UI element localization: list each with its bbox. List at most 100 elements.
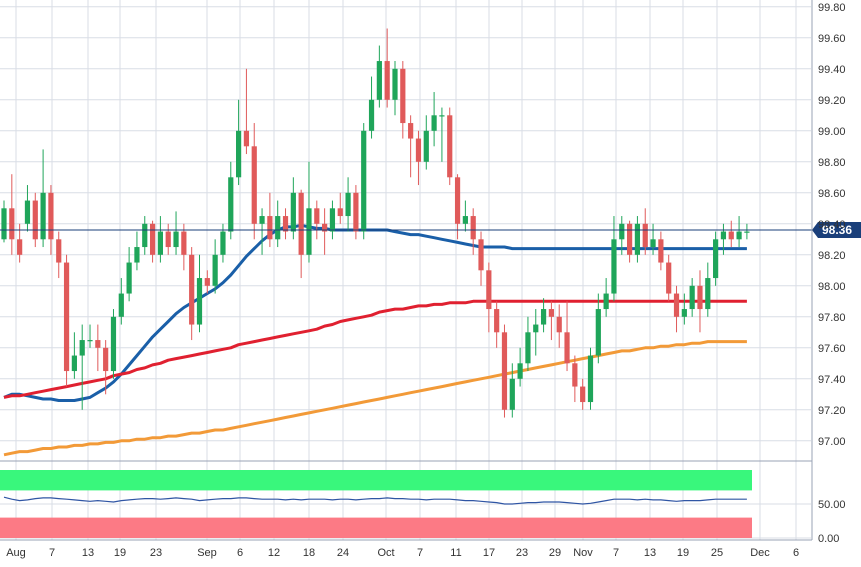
- candle: [24, 185, 31, 232]
- candle-body: [314, 208, 320, 224]
- candle-body: [666, 262, 672, 294]
- candle-body: [572, 363, 578, 387]
- x-tick-label: 13: [644, 547, 656, 559]
- candle: [642, 208, 648, 255]
- candle-body: [681, 309, 687, 317]
- candle-body: [236, 130, 242, 178]
- x-tick-label: 7: [417, 547, 423, 559]
- candle-body: [157, 231, 163, 255]
- candle: [587, 347, 594, 410]
- candle: [384, 28, 390, 108]
- candle-body: [40, 192, 46, 240]
- candle: [345, 177, 351, 232]
- candle: [251, 123, 257, 240]
- candle: [470, 208, 476, 255]
- x-tick-label: 19: [114, 547, 126, 559]
- ma-slow-line: [3, 340, 747, 457]
- candle: [212, 239, 218, 294]
- candle-body: [243, 130, 250, 147]
- candle: [361, 123, 367, 240]
- candle: [494, 301, 500, 348]
- candle: [306, 161, 312, 263]
- oscillator-line: [3, 496, 747, 505]
- candle-body: [306, 208, 312, 255]
- candle: [462, 200, 468, 232]
- y-tick-label: 97.40: [818, 374, 846, 386]
- candle-body: [580, 386, 586, 403]
- candle-body: [95, 340, 101, 348]
- candle: [134, 231, 140, 271]
- candle: [415, 130, 422, 186]
- x-tick-label: Sep: [197, 547, 217, 559]
- candle-body: [251, 146, 257, 224]
- oversold-zone: [0, 517, 752, 538]
- candle-body: [540, 309, 547, 325]
- candle-body: [439, 115, 445, 117]
- candle-body: [149, 223, 156, 255]
- axis-layer: 99.80 99.60 99.40 99.20 99.00 98.80 98.60 98.40…: [0, 0, 846, 559]
- candle-body: [103, 347, 109, 372]
- candle: [744, 223, 750, 240]
- y-tick-label: 99.20: [818, 95, 846, 107]
- candle: [48, 185, 54, 255]
- y-tick-label: 99.40: [818, 64, 846, 76]
- candle-body: [376, 61, 382, 100]
- candle: [32, 192, 38, 248]
- candle-body: [181, 231, 187, 255]
- candle: [556, 304, 562, 348]
- last-price-tag: [812, 222, 861, 238]
- candle-body: [556, 316, 562, 333]
- candle-body: [603, 293, 609, 310]
- candle-body: [212, 254, 218, 286]
- y-tick-label: 97.20: [818, 405, 846, 417]
- candle: [720, 223, 727, 255]
- candle: [368, 76, 375, 139]
- candle-body: [533, 324, 539, 333]
- last-price-line-layer: 98.36: [0, 222, 861, 238]
- x-tick-label: 29: [549, 547, 561, 559]
- candle: [267, 192, 273, 248]
- candle: [423, 115, 429, 170]
- y-tick-label: 99.00: [818, 126, 846, 138]
- y-tick-label: 98.20: [818, 250, 846, 262]
- candle: [196, 254, 203, 333]
- candle: [103, 340, 109, 395]
- candle: [298, 189, 304, 279]
- y-tick-label: 98.80: [818, 157, 846, 169]
- x-tick-label: 7: [613, 547, 619, 559]
- x-tick-label: 7: [49, 547, 55, 559]
- candle: [236, 99, 242, 186]
- candle-body: [259, 216, 265, 224]
- candle: [95, 324, 101, 372]
- candle-body: [337, 208, 343, 217]
- candle-body: [1, 208, 7, 240]
- candle: [181, 223, 187, 271]
- oscillator-layer: [3, 496, 747, 505]
- y-tick-label: 97.80: [818, 312, 846, 324]
- candle: [658, 231, 664, 271]
- candle: [595, 293, 601, 364]
- candle-body: [329, 208, 336, 232]
- x-tick-label: 17: [483, 547, 495, 559]
- candle: [165, 223, 171, 255]
- candle-body: [126, 262, 132, 294]
- candle-body: [204, 278, 210, 286]
- candle-body: [494, 309, 500, 333]
- x-tick-label: 24: [337, 547, 349, 559]
- candle: [275, 200, 281, 248]
- x-tick-label: 19: [677, 547, 689, 559]
- candle: [118, 278, 124, 325]
- candle-body: [673, 293, 680, 317]
- y-tick-label: 97.60: [818, 343, 846, 355]
- y-tick-label: 98.40: [818, 219, 846, 231]
- candle: [40, 149, 46, 248]
- candle: [572, 355, 578, 403]
- y-tick-label: 97.00: [818, 436, 846, 448]
- x-tick-label: 23: [516, 547, 528, 559]
- candle-body: [173, 231, 179, 248]
- candle: [713, 231, 719, 286]
- candle: [157, 216, 163, 263]
- candle-body: [118, 293, 124, 317]
